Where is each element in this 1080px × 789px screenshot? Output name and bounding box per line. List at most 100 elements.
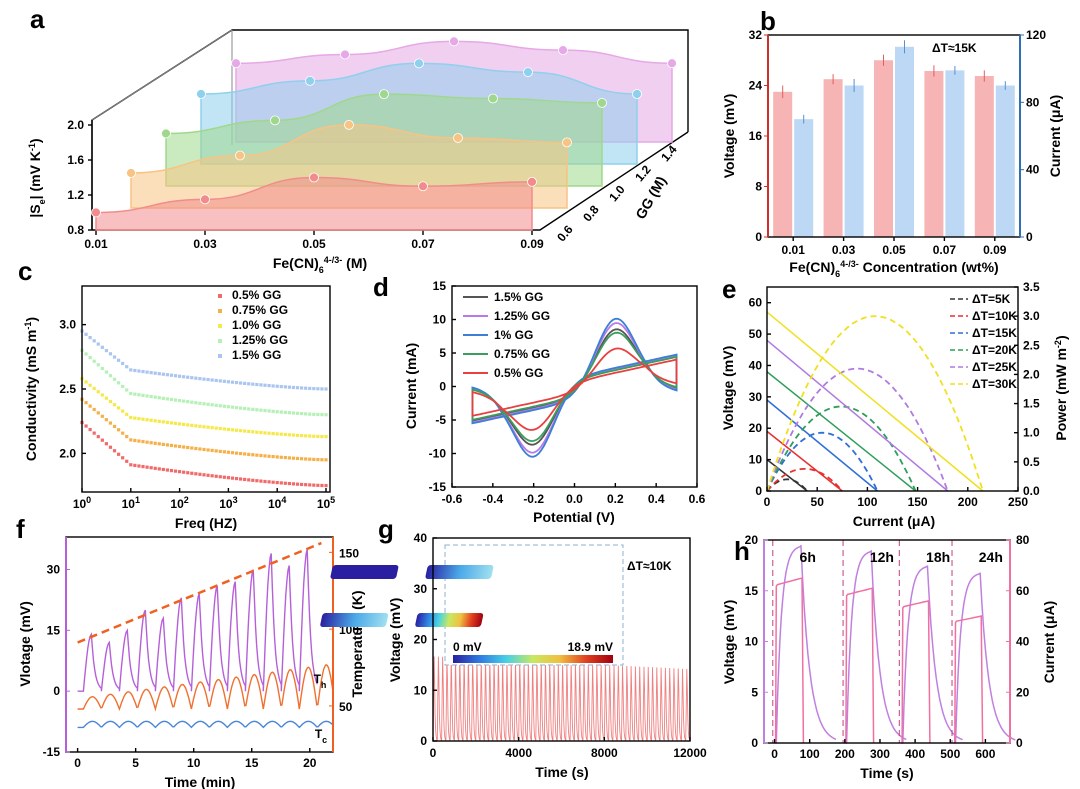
data-point	[263, 479, 267, 484]
data-point	[169, 373, 174, 377]
data-point	[190, 376, 194, 380]
data-point	[239, 406, 243, 410]
x-tick-label: 100	[73, 495, 91, 511]
y-tick-label: 0	[751, 736, 758, 750]
data-point	[133, 392, 137, 396]
data-point	[320, 434, 324, 439]
data-point	[234, 451, 239, 455]
data-point	[104, 370, 108, 374]
data-point	[597, 97, 607, 108]
data-point	[137, 439, 141, 443]
data-point	[234, 406, 239, 410]
y-tick-label: 1.6	[67, 153, 84, 167]
label-part: h	[321, 680, 327, 690]
panel-label-b: b	[760, 6, 776, 36]
data-point	[312, 434, 316, 438]
data-point	[153, 395, 157, 399]
x-tick-label: 100	[857, 495, 877, 509]
data-point	[263, 383, 267, 387]
data-point	[259, 383, 263, 387]
x-tick-label: 103	[219, 495, 237, 511]
data-point	[226, 476, 230, 480]
data-point	[210, 403, 214, 407]
x-tick-label: 150	[908, 495, 928, 509]
data-point	[308, 412, 312, 416]
data-point	[222, 475, 226, 479]
data-point	[108, 352, 113, 356]
data-point	[243, 452, 247, 456]
data-point	[210, 378, 214, 382]
data-point	[145, 440, 149, 444]
data-point	[125, 412, 129, 416]
y-axis-label: Current (mA)	[403, 343, 419, 429]
data-point	[243, 477, 247, 482]
data-point	[137, 393, 141, 397]
data-point	[108, 421, 113, 425]
data-point	[161, 372, 165, 376]
y-tick-label: 30	[47, 562, 61, 576]
voltage-trace	[953, 572, 1016, 744]
data-point	[129, 438, 133, 442]
data-point	[214, 403, 218, 407]
data-point	[108, 399, 113, 404]
label-part: )	[23, 317, 39, 322]
data-point	[161, 442, 165, 446]
x-tick-label: 15	[245, 756, 259, 770]
data-point	[141, 440, 145, 444]
data-point	[108, 374, 113, 378]
panel-label-e: e	[722, 274, 736, 304]
data-point	[133, 463, 137, 467]
x-tick-label: 600	[975, 747, 995, 761]
data-point	[344, 119, 354, 130]
y-tick-label: 5	[751, 685, 758, 699]
cv-curve	[471, 347, 678, 431]
segment-label: 12h	[870, 549, 894, 565]
x-axis-label: Potential (V)	[533, 509, 615, 525]
data-point	[161, 467, 165, 472]
legend-label: 0.5% GG	[494, 366, 543, 380]
data-point	[169, 443, 174, 448]
y-tick-label: 40	[414, 531, 428, 545]
data-point	[295, 456, 300, 461]
data-point	[304, 412, 308, 416]
data-point	[96, 363, 100, 367]
panel-g: 0 mV 18.9 mV ΔT≈10K 0 10 20 30 40 0 4000 8000 12000…	[320, 531, 707, 780]
colorbar-min-label: 0 mV	[453, 640, 482, 654]
data-point	[214, 378, 218, 383]
x-tick-label: 200	[958, 495, 978, 509]
x-tick-label: 10	[187, 756, 201, 770]
data-point	[316, 434, 320, 439]
y2-tick-label: 1.0	[1023, 426, 1040, 440]
data-point	[157, 442, 161, 446]
data-point	[283, 432, 287, 437]
data-point	[275, 480, 279, 485]
panel-label-g: g	[378, 514, 394, 544]
data-point	[178, 374, 182, 378]
data-point	[263, 454, 267, 458]
data-point	[231, 58, 241, 69]
legend-marker	[218, 294, 222, 298]
data-point	[186, 471, 190, 475]
data-point	[320, 483, 324, 488]
data-point	[243, 429, 247, 433]
data-point	[279, 410, 283, 414]
y-tick-label: 32	[749, 28, 763, 42]
label-part: Fe(CN)	[789, 259, 835, 275]
data-point	[316, 483, 320, 487]
voltage-line	[766, 430, 843, 492]
data-point	[125, 388, 129, 392]
data-point	[194, 446, 198, 451]
data-point	[379, 89, 389, 100]
data-point	[165, 468, 169, 472]
data-point	[449, 36, 459, 47]
y2-tick-label: 0.0	[1023, 484, 1040, 498]
data-point	[186, 400, 190, 404]
legend-marker	[218, 354, 222, 358]
data-point	[234, 428, 239, 432]
power-curve	[766, 367, 949, 492]
x-tick-label: 500	[940, 747, 960, 761]
data-point	[169, 468, 174, 473]
y-axis-label: Voltage (mV)	[721, 94, 737, 179]
x-tick-label: 0.0	[566, 492, 583, 506]
data-point	[340, 49, 350, 60]
